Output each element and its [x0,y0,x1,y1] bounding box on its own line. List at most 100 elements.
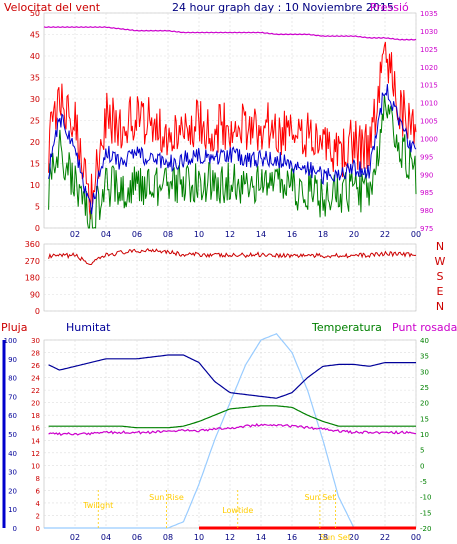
humidity-ytick-label: 30 [8,469,17,477]
wind-ytick-label: 0 [35,224,40,233]
rain-ytick-label: 0 [36,525,40,533]
wind-ytick-label: 5 [35,203,40,212]
compass-label: E [437,285,444,298]
wind-ytick-label: 50 [30,9,40,18]
temperature-ytick-label: 40 [420,337,429,345]
event-label-twilight_end: Sun Set [320,533,351,542]
rain-ytick-label: 14 [31,437,40,445]
wind-direction-line [48,248,417,266]
rain-ytick-label: 22 [31,387,40,395]
humidity-ytick-label: 0 [13,525,17,533]
rain-ytick-label: 24 [31,375,40,383]
humidity-ytick-label: 40 [8,450,17,458]
pressure-ytick-label: 975 [420,225,433,233]
humidity-ytick-label: 80 [8,375,17,383]
xtick-label: 00 [411,533,421,542]
xtick-label: 04 [101,533,111,542]
humidity-ytick-label: 20 [8,487,17,495]
temperature-ytick-label: 20 [420,400,429,408]
xtick-label: 06 [132,533,142,542]
humidity-ytick-label: 90 [8,356,17,364]
direction-ytick-label: 90 [30,290,40,299]
xtick-label: 20 [349,533,359,542]
rain-ytick-label: 8 [36,475,40,483]
temperature-ytick-label: 30 [420,368,429,376]
wind-ytick-label: 15 [30,160,40,169]
xtick-label: 22 [380,230,390,239]
temperature-ytick-label: 15 [420,415,429,423]
pressure-line [43,26,417,41]
temperature-ytick-label: -15 [420,509,431,517]
pressure-ytick-label: 1010 [420,100,438,108]
wind-ytick-label: 40 [30,52,40,61]
direction-ytick-label: 180 [25,274,40,283]
pressure-ytick-label: 1025 [420,46,438,54]
xtick-label: 02 [70,533,80,542]
chart-marks: Twilight Sun Rise Lowtide Sun Set Sun Set [43,26,417,542]
header-pressure-label: Pressió [370,1,409,14]
rain-ytick-label: 18 [31,412,40,420]
compass-label: W [435,255,446,268]
event-label-solar_noon: Lowtide [222,506,253,515]
pressure-ytick-label: 1005 [420,118,438,126]
event-label-sunrise: Sun Rise [149,493,184,502]
compass-label: S [437,270,444,283]
temperature-ytick-label: -10 [420,494,431,502]
rain-ytick-label: 4 [36,500,41,508]
xtick-label: 18 [318,230,328,239]
xtick-label: 06 [132,230,142,239]
xtick-label: 22 [380,533,390,542]
xtick-label: 12 [225,533,235,542]
direction-ytick-label: 360 [25,240,40,249]
pressure-ytick-label: 1015 [420,82,438,90]
wind-ytick-label: 30 [30,95,40,104]
event-label-sunset: Sun Set [304,493,335,502]
event-label-twilight_start: Twilight [82,501,113,510]
rain-ytick-label: 16 [31,425,40,433]
dewpoint-label: Punt rosada [392,321,457,334]
pressure-ytick-label: 1000 [420,135,438,143]
pressure-ytick-label: 1020 [420,64,438,72]
humidity-ytick-label: 50 [8,431,17,439]
humidity-label: Humitat [66,321,111,334]
wind-average-line [48,84,417,215]
wind-ytick-label: 45 [30,31,40,40]
rain-ytick-label: 6 [36,487,41,495]
humidity-ytick-label: 70 [8,393,17,401]
temperature-ytick-label: 5 [420,447,424,455]
xtick-label: 08 [163,533,173,542]
humitat-line [48,354,416,399]
xtick-label: 02 [70,230,80,239]
xtick-label: 04 [101,230,111,239]
rain-ytick-label: 2 [36,512,40,520]
rain-ytick-label: 20 [31,400,40,408]
xtick-label: 18 [318,533,328,542]
header-wind-label: Velocitat del vent [4,1,101,14]
wind-ytick-label: 35 [30,74,40,83]
humidity-ytick-label: 60 [8,412,17,420]
xtick-label: 16 [287,230,297,239]
xtick-label: 20 [349,230,359,239]
pressure-ytick-label: 1030 [420,28,438,36]
wind-ytick-label: 10 [30,181,40,190]
temperature-ytick-label: 0 [420,462,424,470]
temperature-ytick-label: 10 [420,431,429,439]
compass-label: N [436,240,444,253]
temperatura-line [48,405,416,429]
wind-low-line [48,94,417,229]
temperature-ytick-label: -20 [420,525,431,533]
humidity-ytick-label: 100 [4,337,17,345]
axis-ticks: 0510152025303540455097598098599099510001… [2,9,446,542]
humidity-ytick-label: 10 [8,506,17,514]
direction-ytick-label: 270 [25,257,40,266]
wind-ytick-label: 20 [30,138,40,147]
xtick-label: 16 [287,533,297,542]
xtick-label: 00 [411,230,421,239]
xtick-label: 14 [256,533,266,542]
xtick-label: 08 [163,230,173,239]
rain-label: Pluja [1,321,27,334]
pressure-ytick-label: 1035 [420,10,438,18]
temperature-ytick-label: -5 [420,478,427,486]
